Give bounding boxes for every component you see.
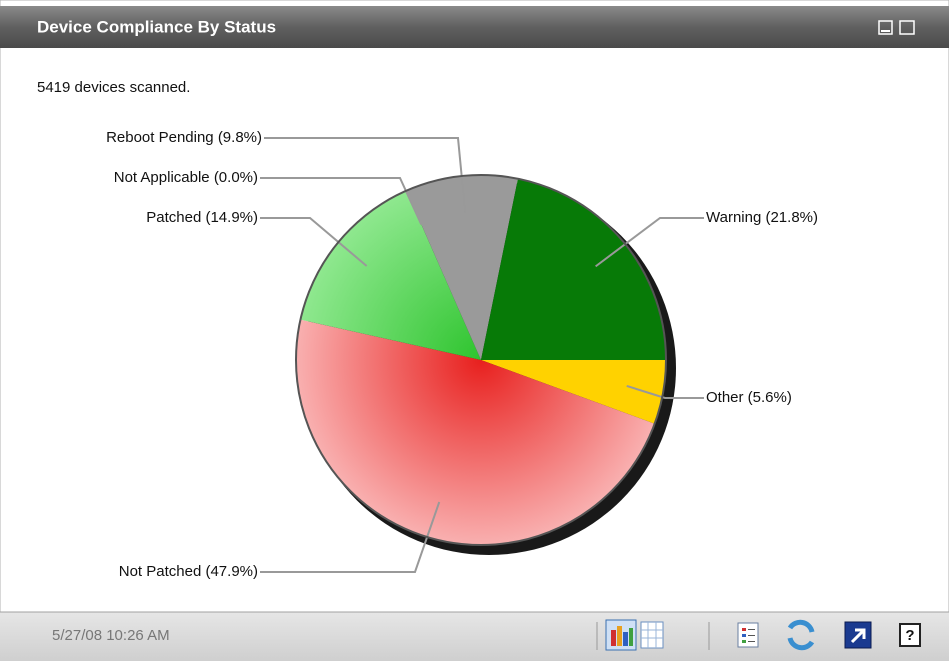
svg-text:?: ? [905, 627, 914, 644]
panel-title: Device Compliance By Status [37, 17, 276, 36]
slice-label: Reboot Pending (9.8%) [106, 129, 262, 146]
legend-button[interactable] [737, 622, 759, 648]
pie-slice [406, 190, 481, 360]
slice-label: Warning (21.8%) [706, 209, 818, 226]
leader-line [260, 501, 441, 573]
subtitle: 5419 devices scanned. [37, 79, 190, 96]
slice-label: Patched (14.9%) [146, 209, 258, 226]
popout-button[interactable] [844, 621, 872, 649]
pie-slice [300, 190, 481, 360]
leader-line [595, 217, 704, 268]
footer-bar [0, 612, 949, 661]
maximize-button[interactable] [899, 20, 915, 35]
slice-label: Not Patched (47.9%) [119, 563, 258, 580]
slice-label: Other (5.6%) [706, 389, 792, 406]
leader-line [260, 217, 368, 267]
timestamp: 5/27/08 10:26 AM [52, 627, 170, 644]
leader-line [260, 177, 423, 225]
pie: Other (5.6%) Not Patched (47.9%) Patched (… [106, 129, 818, 580]
pie-slice [406, 175, 518, 360]
table-view-button[interactable] [640, 621, 664, 649]
help-button[interactable]: ? [899, 623, 921, 647]
header-bar [0, 6, 949, 48]
pie-slice [481, 360, 666, 424]
leader-line [264, 137, 467, 213]
minimize-button[interactable] [878, 20, 893, 35]
refresh-button[interactable] [787, 619, 815, 651]
leader-line [626, 384, 704, 399]
pie-slice [296, 319, 655, 545]
chart-view-button[interactable] [605, 619, 637, 651]
slice-label: Not Applicable (0.0%) [114, 169, 258, 186]
pie-slice [481, 178, 666, 360]
pie-outline [295, 174, 667, 546]
